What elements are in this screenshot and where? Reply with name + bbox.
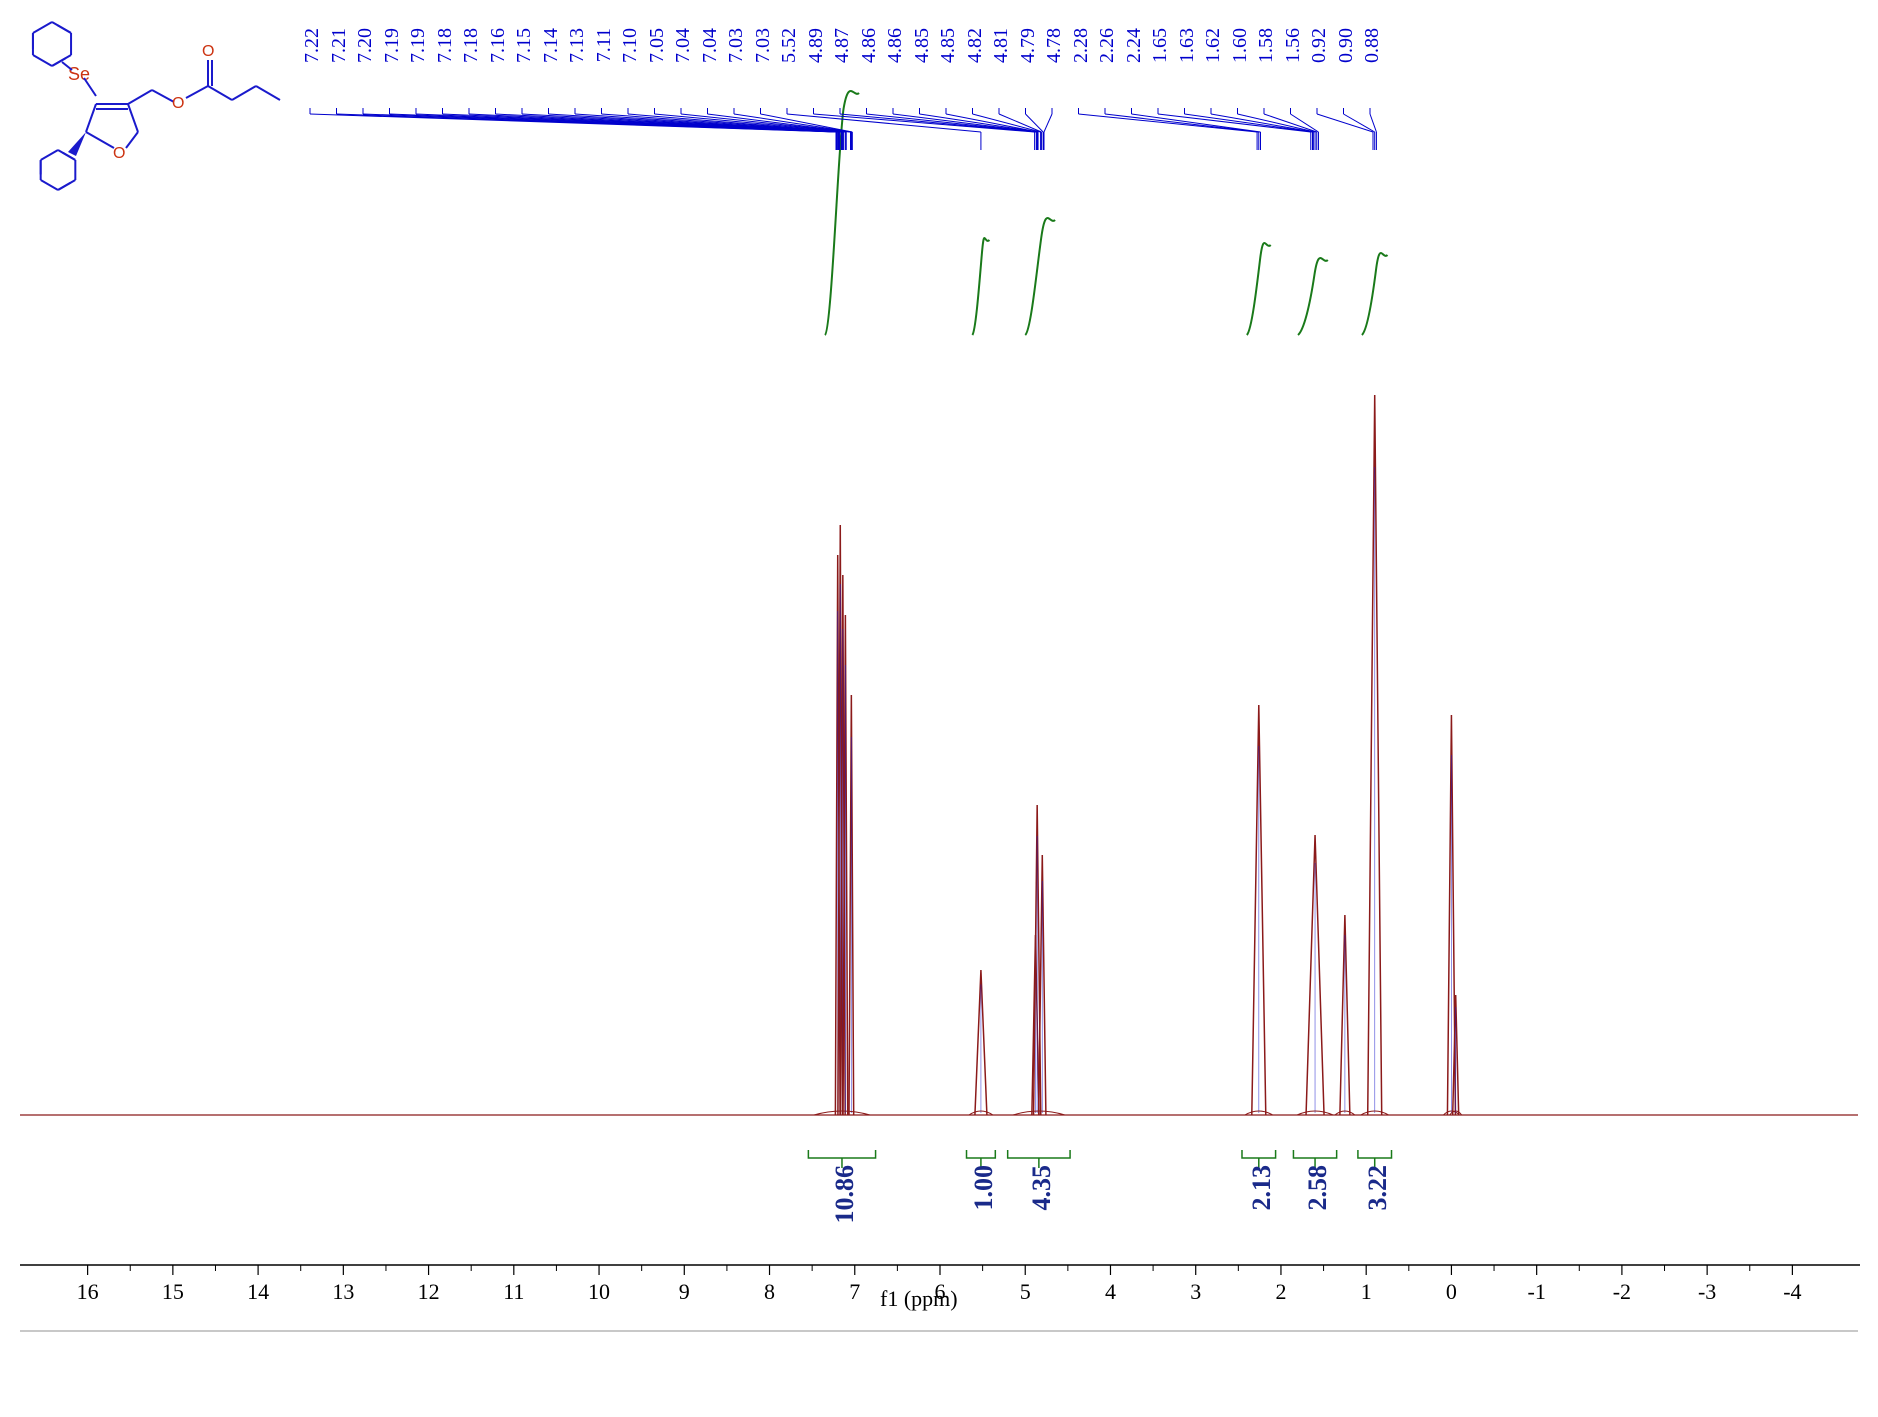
x-tick: 6 (935, 1279, 946, 1305)
x-tick: 11 (503, 1279, 524, 1305)
integral-value: 2.13 (1247, 1165, 1277, 1211)
x-tick: 1 (1361, 1279, 1372, 1305)
peak-ppm-label: 1.62 (1202, 28, 1225, 63)
page-bottom-rule (20, 1330, 1858, 1332)
peak-ppm-label: 1.63 (1176, 28, 1199, 63)
peak-ppm-label: 7.19 (381, 28, 404, 63)
peak-ppm-label: 4.87 (831, 28, 854, 63)
peak-ppm-label: 7.15 (513, 28, 536, 63)
peak-ppm-label: 7.14 (540, 28, 563, 63)
x-axis-label: f1 (ppm) (880, 1286, 958, 1312)
integral-value: 4.35 (1027, 1165, 1057, 1211)
peak-ppm-label: 7.05 (646, 28, 669, 63)
peak-ppm-label: 0.92 (1308, 28, 1331, 63)
x-tick: 13 (332, 1279, 354, 1305)
peak-ppm-label: 7.04 (672, 28, 695, 63)
nmr-spectrum-page: { "plot": { "type": "nmr-1d", "width": 1… (0, 0, 1878, 1417)
x-tick: -1 (1527, 1279, 1545, 1305)
integral-value: 10.86 (830, 1165, 860, 1224)
peak-ppm-label: 0.88 (1361, 28, 1384, 63)
integral-value: 1.00 (969, 1165, 999, 1211)
x-tick: 2 (1275, 1279, 1286, 1305)
peak-ppm-label: 4.85 (937, 28, 960, 63)
x-tick: 12 (418, 1279, 440, 1305)
integral-value: 3.22 (1363, 1165, 1393, 1211)
svg-text:O: O (202, 43, 214, 60)
peak-ppm-label: 7.18 (460, 28, 483, 63)
peak-ppm-label: 7.16 (487, 28, 510, 63)
peak-ppm-label: 7.04 (699, 28, 722, 63)
peak-ppm-label: 4.89 (805, 28, 828, 63)
x-tick: 14 (247, 1279, 269, 1305)
peak-ppm-label: 4.86 (858, 28, 881, 63)
x-tick: 10 (588, 1279, 610, 1305)
x-tick: 7 (849, 1279, 860, 1305)
spectrum-svg: SeOOO (0, 0, 1878, 1417)
peak-ppm-label: 4.86 (884, 28, 907, 63)
peak-ppm-label: 4.81 (990, 28, 1013, 63)
peak-ppm-label: 7.21 (328, 28, 351, 63)
x-tick: 16 (77, 1279, 99, 1305)
peak-ppm-label: 4.79 (1017, 28, 1040, 63)
integral-value: 2.58 (1303, 1165, 1333, 1211)
x-tick: 4 (1105, 1279, 1116, 1305)
peak-ppm-label: 7.03 (752, 28, 775, 63)
peak-ppm-label: 7.11 (593, 28, 616, 62)
peak-ppm-label: 0.90 (1335, 28, 1358, 63)
peak-ppm-label: 1.60 (1229, 28, 1252, 63)
x-tick: -4 (1783, 1279, 1801, 1305)
peak-ppm-label: 1.58 (1255, 28, 1278, 63)
peak-ppm-label: 7.10 (619, 28, 642, 63)
peak-ppm-label: 2.28 (1070, 28, 1093, 63)
peak-ppm-label: 4.78 (1043, 28, 1066, 63)
svg-text:O: O (113, 145, 125, 162)
x-tick: 0 (1446, 1279, 1457, 1305)
x-tick: 8 (764, 1279, 775, 1305)
x-tick: -2 (1613, 1279, 1631, 1305)
peak-ppm-label: 2.24 (1123, 28, 1146, 63)
peak-ppm-label: 7.13 (566, 28, 589, 63)
peak-ppm-label: 5.52 (778, 28, 801, 63)
x-tick: 5 (1020, 1279, 1031, 1305)
peak-ppm-label: 7.20 (354, 28, 377, 63)
peak-ppm-label: 2.26 (1096, 28, 1119, 63)
peak-ppm-label: 1.65 (1149, 28, 1172, 63)
peak-ppm-label: 1.56 (1282, 28, 1305, 63)
peak-ppm-label: 7.18 (434, 28, 457, 63)
x-tick: 9 (679, 1279, 690, 1305)
peak-ppm-label: 7.22 (301, 28, 324, 63)
svg-text:O: O (172, 95, 184, 112)
x-tick: 15 (162, 1279, 184, 1305)
peak-ppm-label: 7.19 (407, 28, 430, 63)
x-tick: -3 (1698, 1279, 1716, 1305)
peak-ppm-label: 7.03 (725, 28, 748, 63)
x-tick: 3 (1190, 1279, 1201, 1305)
peak-ppm-label: 4.85 (911, 28, 934, 63)
peak-ppm-label: 4.82 (964, 28, 987, 63)
